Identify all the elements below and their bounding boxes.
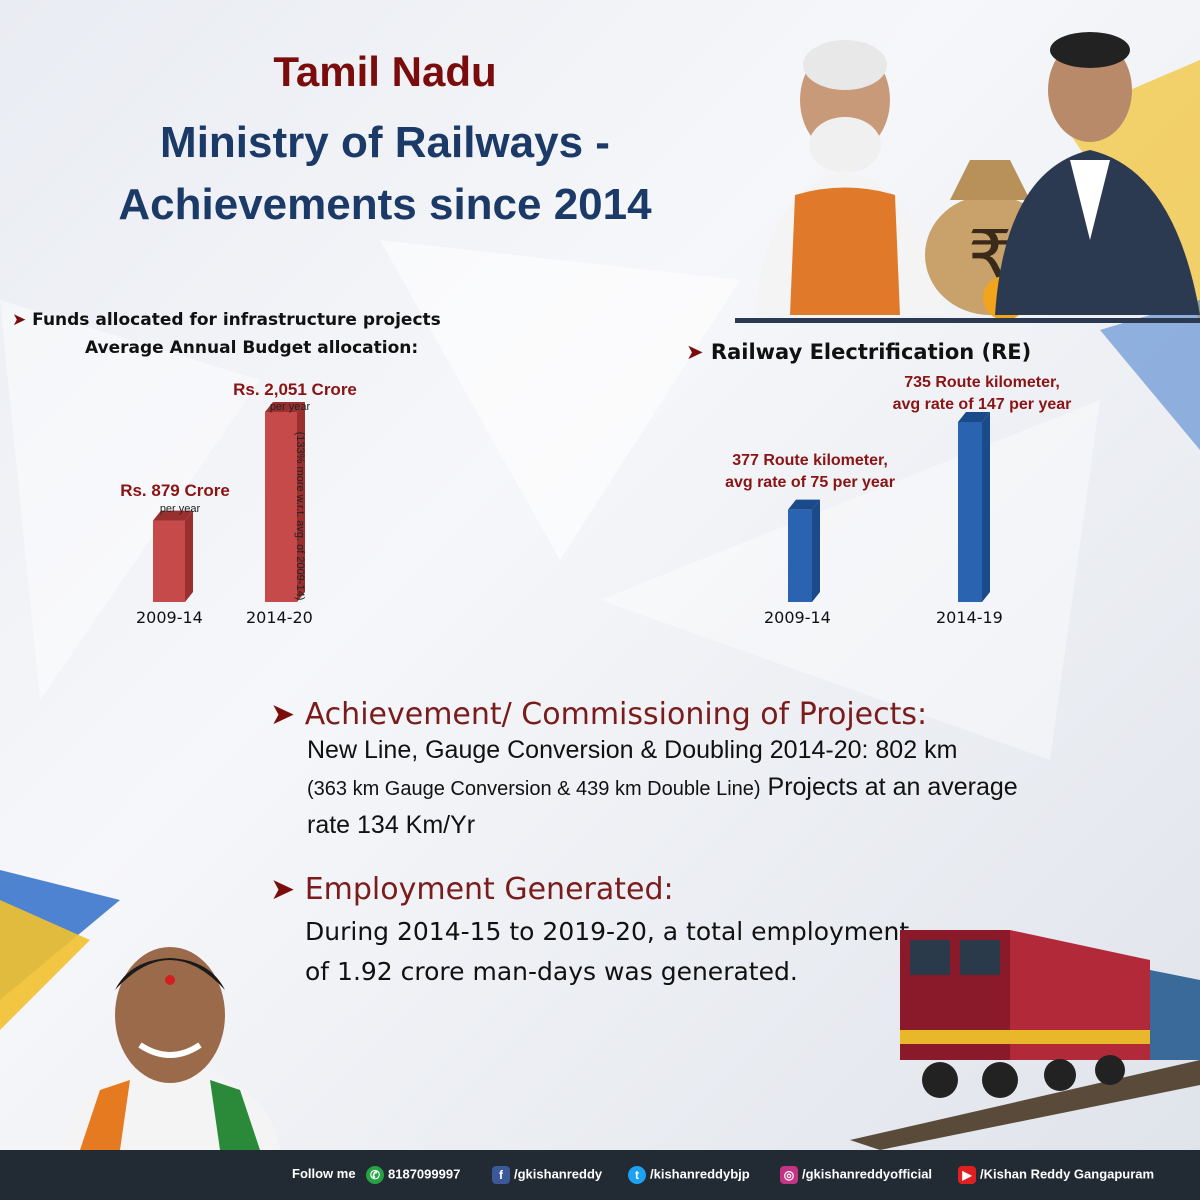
employment-line1: During 2014-15 to 2019-20, a total emplo… (305, 917, 910, 946)
twitter-icon: t (628, 1166, 646, 1184)
funds-bar-2014-20 (265, 402, 305, 602)
funds-subheading: Average Annual Budget allocation: (85, 338, 419, 358)
footer-instagram-text: /gkishanreddyofficial (802, 1166, 933, 1182)
instagram-icon: ◎ (780, 1166, 798, 1184)
re-heading-text: Railway Electrification (RE) (710, 340, 1032, 364)
employment-line2: of 1.92 crore man-days was generated. (305, 957, 798, 986)
youtube-icon: ▶ (958, 1166, 976, 1184)
title-achievements: Achievements since 2014 (118, 180, 652, 229)
footer-instagram[interactable]: ◎/gkishanreddyofficial (780, 1166, 932, 1184)
minister-portrait-illustration (60, 947, 280, 1150)
footer-follow-label: Follow me (292, 1166, 356, 1181)
footer-youtube[interactable]: ▶/Kishan Reddy Gangapuram (958, 1166, 1154, 1184)
arrow-bullet-icon: ➤ (12, 310, 27, 330)
arrow-bullet-icon: ➤ (270, 697, 296, 732)
funds-heading-text: Funds allocated for infrastructure proje… (32, 310, 441, 330)
employment-heading: ➤ Employment Generated: (270, 872, 674, 907)
achievement-line2-rest: Projects at an average (760, 773, 1018, 801)
footer-twitter-text: /kishanreddybjp (650, 1166, 750, 1182)
leaders-portrait-illustration: ₹ (735, 32, 1200, 323)
title-state: Tamil Nadu (273, 48, 497, 95)
re-label-2014-line1: 735 Route kilometer, (904, 374, 1060, 391)
achievement-heading-text: Achievement/ Commissioning of Projects: (304, 697, 928, 732)
re-label-2009-line1: 377 Route kilometer, (732, 452, 888, 469)
whatsapp-icon: ✆ (366, 1166, 384, 1184)
funds-bar-sub-2014: per year (269, 401, 311, 413)
footer-phone[interactable]: ✆ 8187099997 (366, 1166, 460, 1184)
achievement-heading: ➤ Achievement/ Commissioning of Projects… (270, 697, 927, 732)
facebook-icon: f (492, 1166, 510, 1184)
funds-x-label-2009: 2009-14 (136, 608, 203, 627)
re-x-label-2014: 2014-19 (936, 608, 1003, 627)
footer-youtube-text: /Kishan Reddy Gangapuram (980, 1166, 1155, 1182)
arrow-bullet-icon: ➤ (686, 340, 704, 364)
train-locomotive-illustration (850, 930, 1200, 1150)
employment-heading-text: Employment Generated: (304, 872, 674, 907)
arrow-bullet-icon: ➤ (270, 872, 296, 907)
funds-bar-chart (153, 402, 305, 602)
funds-bar-sub-2009: per year (159, 503, 201, 515)
footer-facebook-text: /gkishanreddy (514, 1166, 603, 1182)
funds-heading: ➤ Funds allocated for infrastructure pro… (12, 310, 441, 330)
footer-twitter[interactable]: t/kishanreddybjp (628, 1166, 750, 1184)
footer-phone-text: 8187099997 (388, 1166, 461, 1182)
title-ministry: Ministry of Railways - (160, 118, 610, 167)
re-label-2009-line2: avg rate of 75 per year (725, 474, 895, 491)
re-bar-label-2014: 735 Route kilometer, avg rate of 147 per… (862, 372, 1102, 416)
footer-facebook[interactable]: f/gkishanreddy (492, 1166, 602, 1184)
re-bar-2014-19 (958, 412, 990, 602)
re-heading: ➤ Railway Electrification (RE) (686, 340, 1031, 364)
footer-bar: Follow me ✆ 8187099997 f/gkishanreddy t/k… (0, 1150, 1200, 1200)
achievement-line2-detail: (363 km Gauge Conversion & 439 km Double… (307, 778, 761, 800)
electrification-bar-chart (788, 412, 990, 602)
funds-note: (133% more w.r.t. avg. of 2009-14) (294, 431, 306, 601)
re-x-label-2009: 2009-14 (764, 608, 831, 627)
funds-bar-label-2009: Rs. 879 Crore (120, 481, 230, 500)
re-bar-2009-14 (788, 499, 820, 602)
achievement-line1: New Line, Gauge Conversion & Doubling 20… (307, 736, 958, 764)
funds-bar-2009-14 (153, 510, 193, 602)
re-label-2014-line2: avg rate of 147 per year (892, 396, 1072, 413)
funds-x-label-2014: 2014-20 (246, 608, 313, 627)
re-bar-label-2009: 377 Route kilometer, avg rate of 75 per … (690, 450, 930, 494)
achievement-line3: rate 134 Km/Yr (307, 811, 476, 839)
achievement-line2: (363 km Gauge Conversion & 439 km Double… (307, 773, 1018, 802)
funds-bar-label-2014: Rs. 2,051 Crore (233, 380, 357, 399)
